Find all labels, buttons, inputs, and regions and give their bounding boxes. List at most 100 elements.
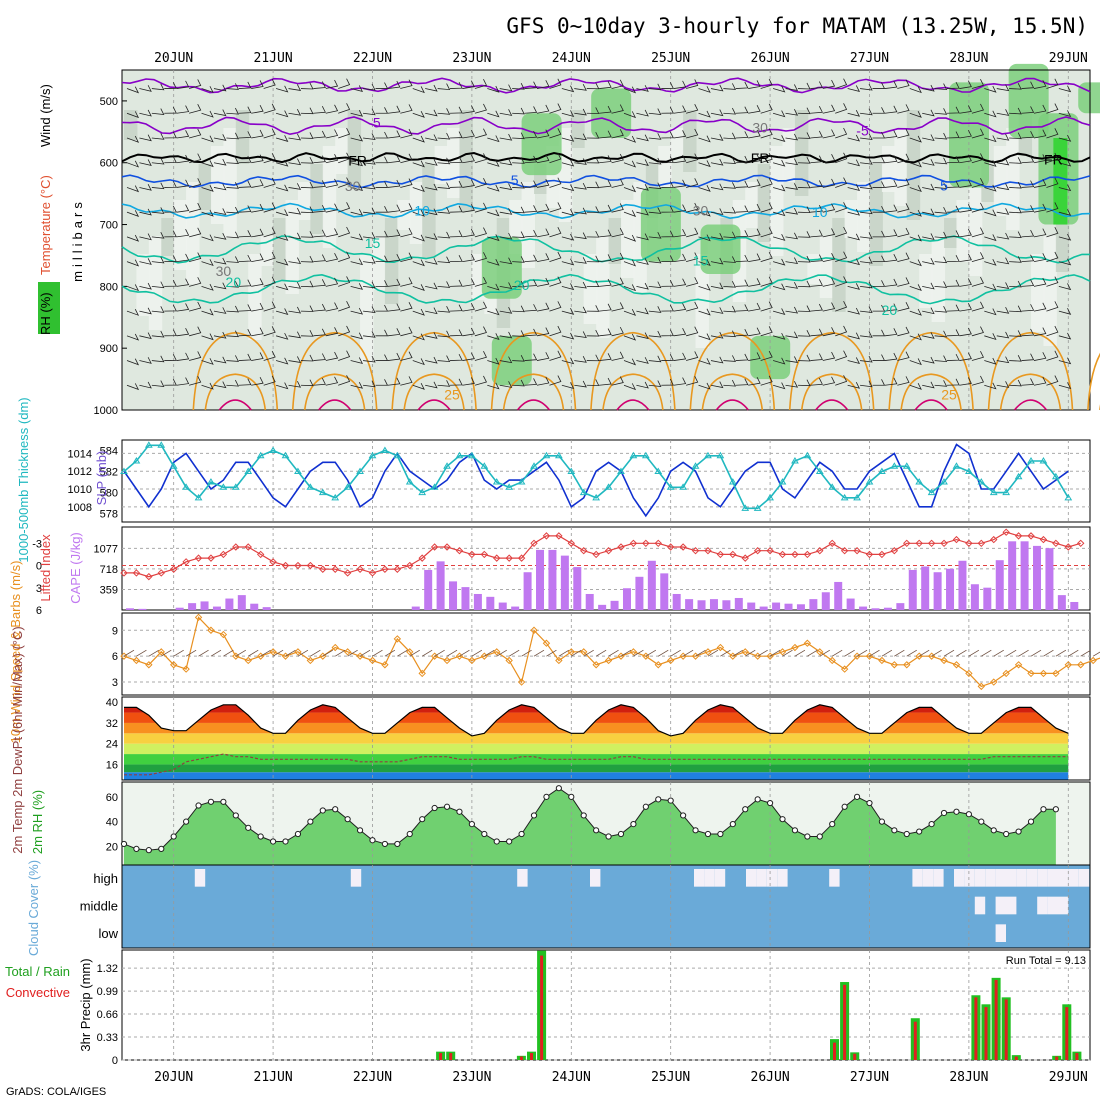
wind-barb [322, 649, 333, 657]
tick-label: 0.99 [97, 986, 118, 998]
wind-speed-marker [343, 648, 352, 656]
wind-barb [139, 258, 152, 265]
wind-barb [760, 227, 773, 238]
wind-barb [673, 154, 687, 164]
wind-barb [263, 103, 276, 114]
wind-barb [462, 204, 475, 213]
wind-barb [984, 160, 997, 167]
rh-marker [655, 796, 662, 803]
wind-barb [757, 649, 768, 657]
wind-speed-marker [493, 648, 501, 656]
wind-barb [710, 381, 724, 389]
wind-barb [673, 105, 687, 114]
wind-barb [648, 231, 662, 239]
cape-bar [225, 598, 234, 610]
wind-barb [151, 83, 165, 91]
wind-speed-marker [592, 661, 600, 669]
tick-label: middle [80, 899, 118, 914]
lifted-index-marker [654, 539, 662, 548]
wind-barb [673, 80, 687, 89]
wind-barb [363, 331, 376, 338]
axis-label: 1000-500mb Thickness (dm) [16, 397, 31, 562]
wind-barb [275, 332, 289, 340]
wind-barb [213, 84, 227, 92]
rh-marker [692, 827, 699, 834]
cape-bar [237, 595, 246, 610]
wind-barb [934, 83, 948, 91]
wind-speed-marker [505, 656, 513, 665]
rh-marker [953, 808, 960, 815]
wind-barb [425, 109, 438, 117]
cloud-gap [995, 924, 1006, 942]
rh-patch [782, 128, 796, 182]
wind-barb [487, 382, 500, 390]
cape-bar [138, 608, 147, 610]
wind-barb [275, 382, 289, 390]
cloud-bg [122, 865, 1090, 948]
wind-barb [549, 128, 562, 139]
wind-barb [807, 649, 818, 657]
wind-speed-marker [331, 643, 339, 652]
lifted-index-marker [281, 561, 290, 570]
convective-bar [974, 997, 978, 1060]
cloud-gap [1006, 896, 1017, 915]
wind-barb [648, 157, 662, 165]
wind-barb [698, 333, 711, 341]
wind-barb [238, 378, 252, 386]
wind-barb [822, 277, 836, 287]
wind-barb [387, 80, 401, 89]
wind-speed-marker [393, 635, 402, 643]
cape-bar [523, 572, 532, 610]
cape-bar [995, 560, 1004, 610]
wind-barb [661, 82, 674, 89]
wind-barb [499, 257, 513, 265]
wind-barb [375, 304, 389, 312]
wind-barb [275, 184, 289, 192]
legend-temperature: Temperature (°C) [38, 175, 53, 275]
contour-label: -5 [856, 123, 869, 139]
wind-barb [698, 259, 711, 267]
wind-barb [860, 232, 873, 239]
wind-barb [260, 649, 271, 657]
wind-barb [375, 354, 389, 361]
lifted-index-marker [455, 547, 464, 555]
tick-label: 1010 [68, 484, 92, 496]
wind-barb [872, 304, 886, 312]
rh-patch [1006, 128, 1020, 230]
rh-patch [434, 146, 449, 184]
cloud-gap [974, 869, 986, 887]
wind-barb [760, 301, 773, 312]
thickness-marker [132, 457, 141, 464]
wind-barb [760, 326, 773, 337]
rh-patch [1055, 218, 1070, 272]
wind-barb [661, 378, 674, 386]
wind-barb [623, 309, 637, 316]
wind-barb [536, 178, 550, 188]
wind-barb [275, 283, 289, 291]
wind-barb [909, 383, 922, 390]
wind-barb [748, 203, 761, 213]
wind-barb [971, 103, 984, 114]
wind-barb [748, 80, 761, 89]
wind-barb [860, 158, 873, 165]
rh-humid-patch [1078, 82, 1100, 114]
wind-barb [512, 379, 525, 387]
rh-marker [853, 793, 861, 800]
wind-speed-marker [741, 648, 749, 656]
thickness-marker [965, 467, 973, 475]
wind-barb [710, 134, 724, 141]
wind-barb [947, 279, 960, 287]
isotherm-35-arc [218, 399, 252, 411]
axis-label: millibars [70, 198, 85, 282]
wind-barb [772, 357, 786, 365]
wind-barb [822, 228, 836, 238]
wind-barb [720, 649, 731, 657]
wind-barb [586, 107, 600, 114]
isotherm-30-arc [701, 373, 764, 411]
cloud-gap [1026, 869, 1038, 887]
wind-barb [151, 355, 165, 363]
lifted-index-marker [356, 565, 364, 573]
wind-barb [586, 82, 600, 90]
wind-barb [772, 382, 786, 390]
wind-barb [139, 208, 152, 216]
